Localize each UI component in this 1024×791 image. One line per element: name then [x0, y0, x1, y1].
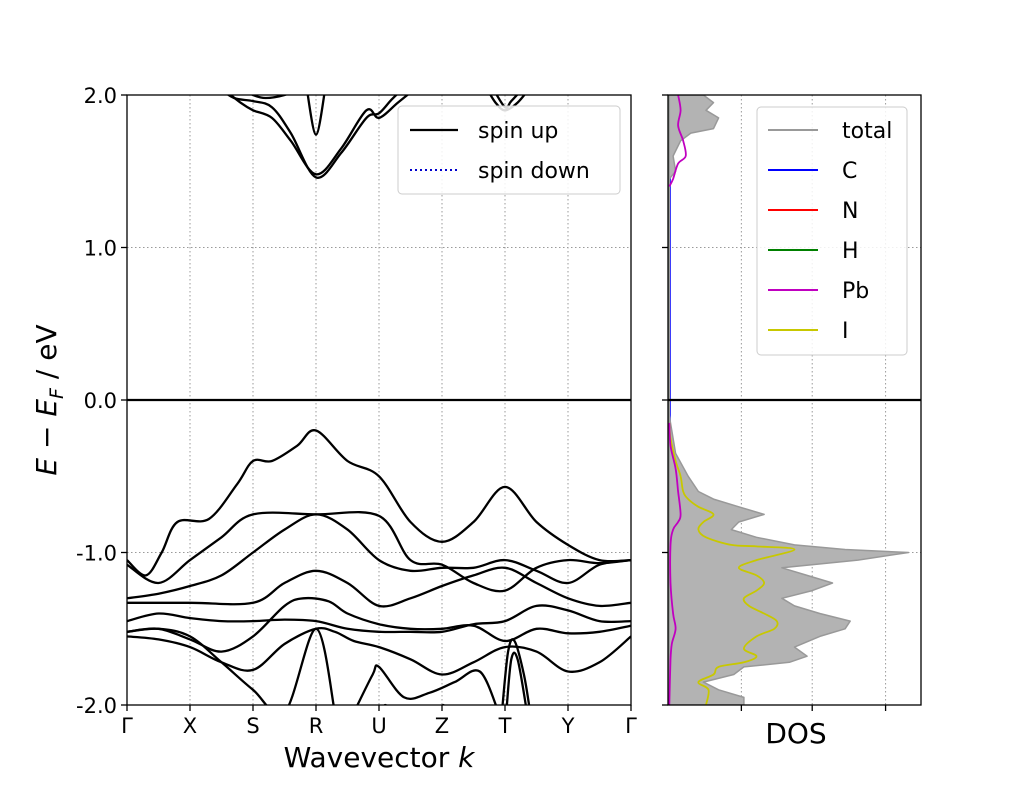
- band-line: [127, 511, 631, 593]
- band-lines: [127, 95, 631, 705]
- dos-legend-label: Pb: [842, 279, 869, 304]
- band-x-tick-label: X: [183, 714, 197, 738]
- dos-legend-label: N: [842, 199, 858, 224]
- dos-legend-box: [756, 106, 908, 356]
- band-y-tick-label: -1.0: [76, 542, 117, 566]
- band-x-tick-label: Y: [561, 714, 575, 738]
- dos-legend-entries: total CNH Pb I: [768, 119, 892, 344]
- band-line: [250, 95, 289, 100]
- band-line: [356, 664, 498, 705]
- band-line: [127, 566, 631, 608]
- dos-ticks: [662, 94, 887, 711]
- band-line: [306, 95, 326, 136]
- band-line: [127, 627, 335, 705]
- dos-curve-pb: [668, 95, 687, 187]
- band-line: [441, 703, 446, 705]
- band-y-axis-label: E − EF / eV: [30, 324, 68, 475]
- band-x-tick-label: Γ: [121, 714, 133, 738]
- band-y-ticks: 2.0 1.0 0.0 -1.0 -2.0: [76, 84, 127, 718]
- band-line: [127, 429, 631, 577]
- band-line: [127, 513, 631, 600]
- legend-label-spin-up: spin up: [478, 119, 558, 144]
- dos-legend: total CNH Pb I: [756, 106, 908, 356]
- band-x-tick-label: Z: [435, 714, 449, 738]
- dos-legend-label: H: [842, 239, 859, 264]
- dos-curve-pb: [668, 422, 682, 705]
- dos-legend-label: total: [842, 119, 892, 144]
- band-y-tick-label: -2.0: [76, 694, 117, 718]
- band-y-tick-label: 0.0: [84, 389, 117, 413]
- dos-total-area: [668, 95, 910, 705]
- band-panel: 2.0 1.0 0.0 -1.0 -2.0 Γ X S R U Z T Y Γ Wavevector k…: [30, 84, 637, 774]
- band-x-tick-label: S: [246, 714, 259, 738]
- band-line: [127, 604, 631, 634]
- dos-panel: DOS total CNH Pb I: [662, 94, 922, 750]
- dos-legend-label: C: [842, 159, 857, 184]
- band-legend-box: [397, 105, 621, 195]
- band-line: [501, 638, 531, 705]
- band-y-tick-label: 1.0: [84, 237, 117, 261]
- band-y-tick-label: 2.0: [84, 84, 117, 108]
- dos-legend-label: I: [842, 319, 849, 344]
- legend-label-spin-down: spin down: [478, 159, 590, 184]
- band-x-tick-label: R: [309, 714, 324, 738]
- dos-x-axis-label: DOS: [765, 717, 826, 750]
- band-x-axis-label: Wavevector k: [284, 741, 477, 774]
- band-line: [127, 596, 631, 653]
- band-x-tick-label: U: [371, 714, 386, 738]
- band-line: [228, 95, 410, 176]
- dos-curve-i: [668, 422, 796, 705]
- band-line: [226, 95, 398, 179]
- band-line: [505, 651, 527, 705]
- band-line: [383, 703, 388, 705]
- band-legend: spin up spin down: [397, 105, 621, 195]
- band-x-tick-label: Γ: [625, 714, 637, 738]
- band-x-tick-label: T: [498, 714, 512, 738]
